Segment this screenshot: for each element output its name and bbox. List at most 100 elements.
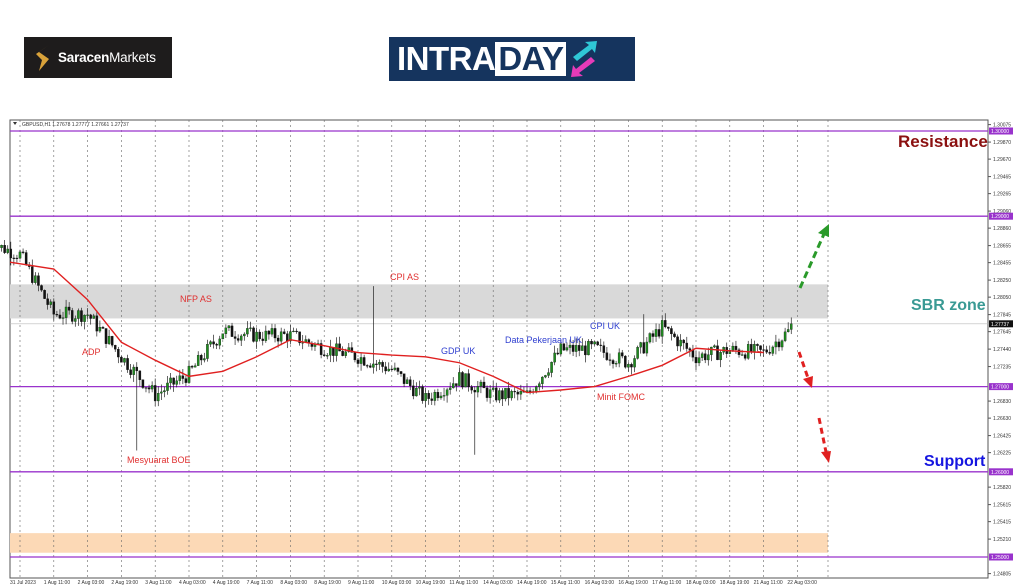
bearish-arrow-icon [817, 417, 831, 463]
candle [286, 333, 289, 342]
candle [559, 343, 563, 355]
candle [750, 344, 753, 353]
candle [298, 331, 301, 344]
candle [49, 301, 52, 305]
candle [295, 330, 298, 333]
chart-menu-triangle-icon[interactable] [13, 122, 17, 125]
candle [3, 245, 6, 253]
candle [516, 391, 520, 395]
sbr-zone-label: SBR zone [911, 297, 986, 314]
level-price-label: 1.26000 [991, 470, 1009, 476]
candle [18, 251, 22, 259]
candle [359, 357, 363, 364]
candle [6, 248, 9, 253]
candle [762, 349, 765, 351]
candle [716, 345, 719, 361]
candle [393, 367, 397, 370]
candle [584, 345, 587, 356]
candle [602, 345, 606, 353]
candle [92, 315, 95, 319]
candle [710, 346, 713, 355]
y-tick-label: 1.29465 [993, 175, 1011, 181]
candle [153, 385, 157, 402]
candle [664, 320, 667, 328]
candle [568, 344, 572, 348]
candle [621, 352, 624, 357]
x-tick-label: 22 Aug 03:00 [787, 580, 817, 586]
saracen-markets-logo: SaracenMarkets [24, 37, 172, 78]
candle [464, 373, 467, 388]
up-down-arrows-icon [571, 41, 598, 77]
candle [424, 393, 427, 401]
candle [587, 341, 590, 356]
candle [657, 329, 661, 337]
candle [341, 350, 344, 356]
candle [34, 275, 37, 283]
candle [405, 379, 409, 384]
candle [691, 350, 695, 358]
candle [101, 327, 105, 329]
x-tick-label: 1 Aug 11:00 [44, 580, 71, 586]
candle [362, 357, 366, 366]
candle [160, 391, 163, 394]
candle [175, 380, 178, 385]
y-tick-label: 1.26225 [993, 451, 1011, 457]
annotation-uk-jobs: Data Pekerjaan UK [505, 335, 582, 345]
candle [590, 341, 593, 345]
candle [491, 387, 495, 390]
candle [31, 266, 34, 283]
candle [375, 363, 378, 365]
candle [190, 366, 194, 368]
candle [372, 363, 375, 368]
logo-day: DAY [495, 42, 567, 76]
level-price-tag [989, 212, 1013, 220]
candle [206, 344, 209, 359]
candle [639, 342, 642, 348]
y-tick-label: 1.24805 [993, 572, 1011, 578]
candle [550, 361, 553, 373]
candle [495, 387, 498, 401]
candle [178, 375, 182, 381]
candle [292, 330, 295, 333]
candle [67, 306, 71, 311]
x-tick-label: 9 Aug 11:00 [348, 580, 375, 586]
level-price-label: 1.30000 [991, 129, 1009, 135]
candle [673, 333, 676, 337]
candle [790, 323, 793, 330]
chart-header: GBPUSD,H1 1.27678 1.27777 1.27661 1.2773… [22, 122, 129, 128]
candle [482, 381, 486, 389]
candle [753, 344, 756, 353]
candle [707, 354, 710, 361]
candle [37, 275, 40, 286]
candle [212, 341, 215, 345]
candle [571, 344, 575, 352]
candle [70, 310, 74, 322]
candle [387, 368, 390, 372]
candle [129, 369, 132, 375]
y-tick-label: 1.29265 [993, 192, 1011, 198]
y-tick-label: 1.28250 [993, 278, 1011, 284]
candle [448, 387, 452, 390]
candle [200, 355, 203, 361]
candle [138, 370, 142, 380]
annotation-cpi-uk: CPI UK [590, 321, 620, 331]
candle [163, 390, 166, 393]
candle [719, 352, 722, 361]
candle [255, 331, 258, 342]
candle [697, 357, 701, 364]
candle [743, 354, 747, 359]
level-price-label: 1.25000 [991, 555, 1009, 561]
candle [504, 388, 507, 400]
x-tick-label: 21 Aug 11:00 [754, 580, 783, 586]
candle [181, 375, 185, 379]
y-tick-label: 1.30075 [993, 123, 1011, 129]
candle [319, 343, 323, 355]
candle [399, 371, 403, 374]
candle [104, 328, 108, 344]
candle [700, 353, 704, 358]
candle [415, 388, 418, 397]
y-tick-label: 1.27645 [993, 330, 1011, 336]
candle [648, 333, 652, 343]
candle [74, 318, 77, 322]
